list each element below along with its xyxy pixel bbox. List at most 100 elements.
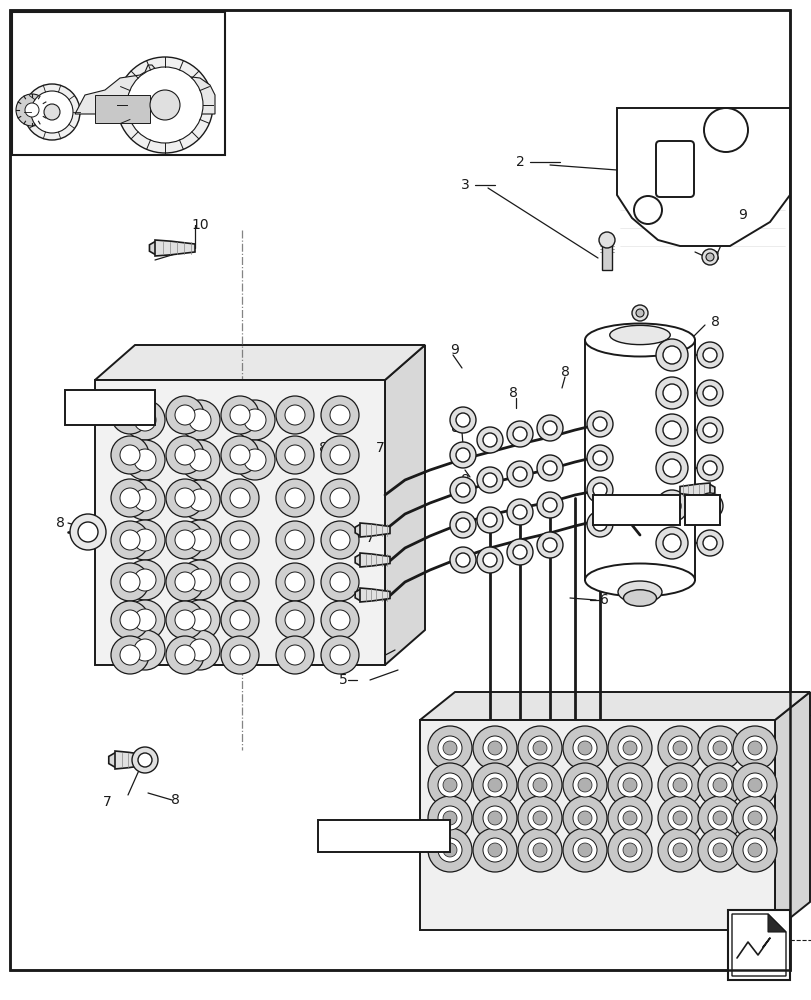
Circle shape [285, 645, 305, 665]
Circle shape [125, 400, 165, 440]
Circle shape [443, 741, 457, 755]
Circle shape [234, 400, 275, 440]
Circle shape [657, 726, 702, 770]
Circle shape [70, 514, 106, 550]
Circle shape [132, 747, 158, 773]
Circle shape [633, 196, 661, 224]
Circle shape [285, 488, 305, 508]
Circle shape [667, 736, 691, 760]
Circle shape [742, 838, 766, 862]
Circle shape [697, 796, 741, 840]
Circle shape [573, 736, 596, 760]
Text: 5: 5 [339, 673, 348, 687]
Circle shape [657, 828, 702, 872]
Text: 7: 7 [102, 795, 111, 809]
Circle shape [449, 442, 475, 468]
Circle shape [592, 451, 607, 465]
Circle shape [667, 838, 691, 862]
Circle shape [221, 636, 259, 674]
Circle shape [607, 828, 651, 872]
Text: PAG. 2: PAG. 2 [84, 400, 135, 414]
Circle shape [111, 601, 148, 639]
Circle shape [536, 415, 562, 441]
Circle shape [705, 253, 713, 261]
Circle shape [320, 601, 358, 639]
Circle shape [747, 811, 761, 825]
Circle shape [449, 407, 475, 433]
Text: 3: 3 [461, 178, 470, 192]
Circle shape [592, 483, 607, 497]
Circle shape [221, 396, 259, 434]
Circle shape [663, 346, 680, 364]
Circle shape [527, 806, 551, 830]
Circle shape [120, 645, 139, 665]
Ellipse shape [617, 581, 661, 603]
Circle shape [577, 778, 591, 792]
Circle shape [592, 517, 607, 531]
Circle shape [697, 828, 741, 872]
Circle shape [276, 479, 314, 517]
Circle shape [712, 843, 726, 857]
Bar [12, 12, 225, 155]
Circle shape [111, 436, 148, 474]
Circle shape [655, 339, 687, 371]
Circle shape [617, 806, 642, 830]
Circle shape [655, 377, 687, 409]
Circle shape [78, 522, 98, 542]
Circle shape [456, 553, 470, 567]
Circle shape [487, 741, 501, 755]
Circle shape [517, 796, 561, 840]
Circle shape [702, 386, 716, 400]
Circle shape [655, 527, 687, 559]
Circle shape [543, 538, 556, 552]
Circle shape [175, 405, 195, 425]
Polygon shape [115, 751, 150, 769]
Circle shape [230, 530, 250, 550]
Bar [592, 495, 679, 525]
Circle shape [702, 423, 716, 437]
Circle shape [230, 405, 250, 425]
Text: 8: 8 [508, 386, 517, 400]
Circle shape [747, 741, 761, 755]
Circle shape [476, 507, 502, 533]
Circle shape [285, 405, 305, 425]
Circle shape [437, 806, 461, 830]
Circle shape [329, 405, 350, 425]
Polygon shape [359, 523, 389, 537]
Text: 8: 8 [560, 365, 569, 379]
Circle shape [663, 497, 680, 515]
Circle shape [617, 838, 642, 862]
Circle shape [134, 569, 156, 591]
Circle shape [732, 796, 776, 840]
Circle shape [712, 778, 726, 792]
Circle shape [622, 741, 636, 755]
Circle shape [532, 811, 547, 825]
Circle shape [517, 726, 561, 770]
Circle shape [427, 726, 471, 770]
Circle shape [165, 563, 204, 601]
Circle shape [120, 610, 139, 630]
Circle shape [120, 530, 139, 550]
Circle shape [506, 421, 532, 447]
Circle shape [285, 530, 305, 550]
Circle shape [487, 811, 501, 825]
Bar [95, 95, 150, 123]
Circle shape [663, 421, 680, 439]
Circle shape [622, 843, 636, 857]
Circle shape [543, 498, 556, 512]
Circle shape [189, 569, 211, 591]
Circle shape [175, 645, 195, 665]
Circle shape [180, 400, 220, 440]
Circle shape [189, 639, 211, 661]
Circle shape [180, 560, 220, 600]
Circle shape [696, 417, 722, 443]
Circle shape [513, 545, 526, 559]
Circle shape [329, 610, 350, 630]
Circle shape [527, 773, 551, 797]
Circle shape [476, 547, 502, 573]
Circle shape [742, 773, 766, 797]
Circle shape [483, 838, 506, 862]
Circle shape [180, 480, 220, 520]
Circle shape [427, 763, 471, 807]
Text: 2: 2 [516, 155, 525, 169]
